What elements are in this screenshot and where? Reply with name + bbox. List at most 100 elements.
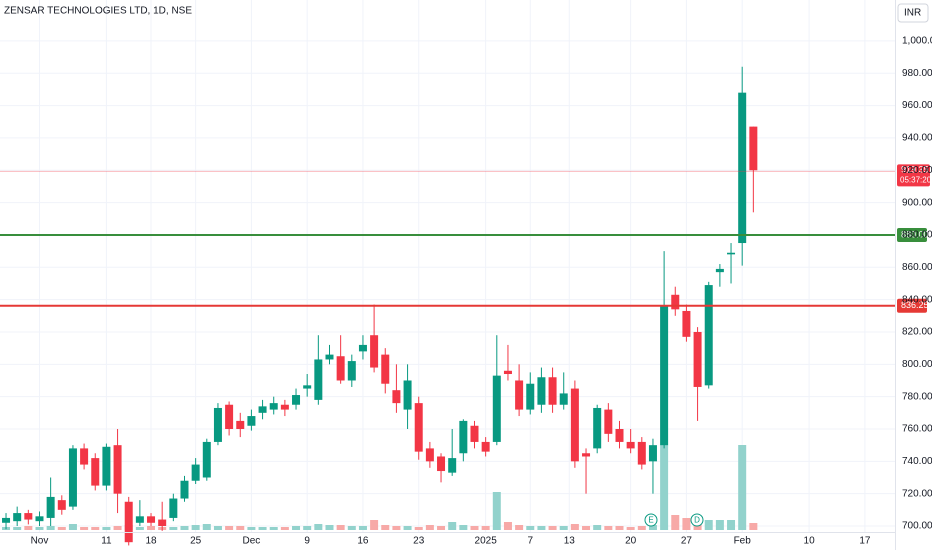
candle-body [258, 406, 267, 413]
x-tick-label: 11 [101, 536, 112, 547]
event-label[interactable]: D [694, 516, 700, 525]
price-line-label-bg [897, 227, 927, 242]
volume-bar [492, 492, 501, 530]
candle-body [448, 458, 457, 473]
y-tick-label: 940.00 [902, 133, 932, 144]
volume-bar [604, 526, 613, 530]
volume-bar [749, 523, 758, 530]
volume-bar [13, 527, 22, 530]
x-tick-label: Feb [734, 536, 752, 547]
event-label[interactable]: E [648, 516, 653, 525]
candle-body [68, 448, 77, 507]
price-line-label-bg [897, 298, 927, 313]
volume-bar [258, 527, 267, 530]
candle-body [57, 500, 66, 510]
volume-bar [336, 525, 345, 530]
event-d[interactable]: D [690, 513, 704, 527]
volume-bar [247, 527, 256, 530]
volume-bar [448, 522, 457, 530]
candle-body [704, 285, 713, 386]
volume-bar [671, 515, 680, 530]
candle-body [370, 335, 379, 368]
event-icon[interactable] [644, 513, 658, 527]
x-tick-label: Dec [243, 536, 261, 547]
candle-body [24, 513, 33, 520]
volume-bar [202, 524, 211, 530]
currency[interactable]: INR [904, 8, 921, 19]
volume-bar [169, 527, 178, 530]
x-tick-label: 16 [357, 536, 369, 547]
volume-bar [325, 525, 334, 530]
volume-pane [2, 445, 758, 530]
candle-body [336, 356, 345, 381]
candle-body [169, 498, 178, 518]
volume-bar [135, 527, 144, 530]
y-tick-label: 1,000.00 [902, 36, 932, 47]
volume-bar [559, 526, 568, 530]
candle-body [13, 513, 22, 522]
candle-body [626, 441, 635, 449]
volume-bar [213, 526, 222, 530]
candle-body [515, 380, 524, 410]
currency-button[interactable] [897, 3, 929, 23]
candle-body [247, 416, 256, 426]
volume-bar [102, 527, 111, 530]
y-tick-label: 860.00 [902, 262, 932, 273]
candle-body [559, 393, 568, 405]
volume-bar [147, 526, 156, 530]
volume-bar [727, 520, 736, 530]
x-tick-label: 17 [859, 536, 871, 547]
candle-body [113, 445, 122, 494]
price-line-label: 836.25 [901, 300, 929, 310]
candle-body [503, 370, 512, 375]
volume-bar [648, 525, 657, 530]
candle-body [80, 448, 89, 465]
x-tick-label: 13 [564, 536, 576, 547]
volume-bar [113, 526, 122, 530]
event-icon[interactable] [690, 513, 704, 527]
candle-body [425, 448, 434, 462]
volume-bar [280, 527, 289, 530]
price-line-label: 880.00 [901, 229, 929, 239]
y-tick-label: 800.00 [902, 359, 932, 370]
candle-body [727, 252, 736, 255]
y-tick-label: 720.00 [902, 488, 932, 499]
candle-body [314, 359, 323, 400]
x-tick-label: 7 [527, 536, 533, 547]
candle-body [593, 407, 602, 449]
candle-body [481, 441, 490, 452]
candle-body [682, 310, 691, 337]
candle-body [537, 377, 546, 405]
candle-body [648, 445, 657, 462]
candle-body [615, 428, 624, 442]
candle-body [403, 380, 412, 410]
volume-bar [303, 526, 312, 530]
x-tick-label: Nov [31, 536, 49, 547]
volume-bar [738, 445, 747, 530]
candle-body [225, 404, 234, 429]
volume-bar [503, 522, 512, 530]
y-tick-label: 960.00 [902, 100, 932, 111]
candle-body [570, 388, 579, 462]
candle-body [347, 361, 356, 381]
y-tick-label: 920.00 [902, 165, 932, 176]
volume-bar [403, 526, 412, 530]
volume-bar [615, 526, 624, 530]
volume-bar [570, 524, 579, 530]
candle-body [2, 517, 11, 523]
candle-body [582, 453, 591, 457]
y-tick-label: 700.00 [902, 521, 932, 532]
countdown-label: 05:37:20 [900, 175, 932, 184]
candle-body [91, 458, 100, 486]
candle-body [102, 446, 111, 486]
volume-bar [682, 518, 691, 530]
candle-body [202, 441, 211, 478]
volume-bar [68, 524, 77, 530]
last-price-label: 919.35 [901, 165, 929, 175]
candle-body [135, 516, 144, 523]
candle-body [738, 92, 747, 244]
y-tick-label: 880.00 [902, 230, 932, 241]
y-tick-label: 740.00 [902, 456, 932, 467]
event-e[interactable]: E [644, 513, 658, 527]
